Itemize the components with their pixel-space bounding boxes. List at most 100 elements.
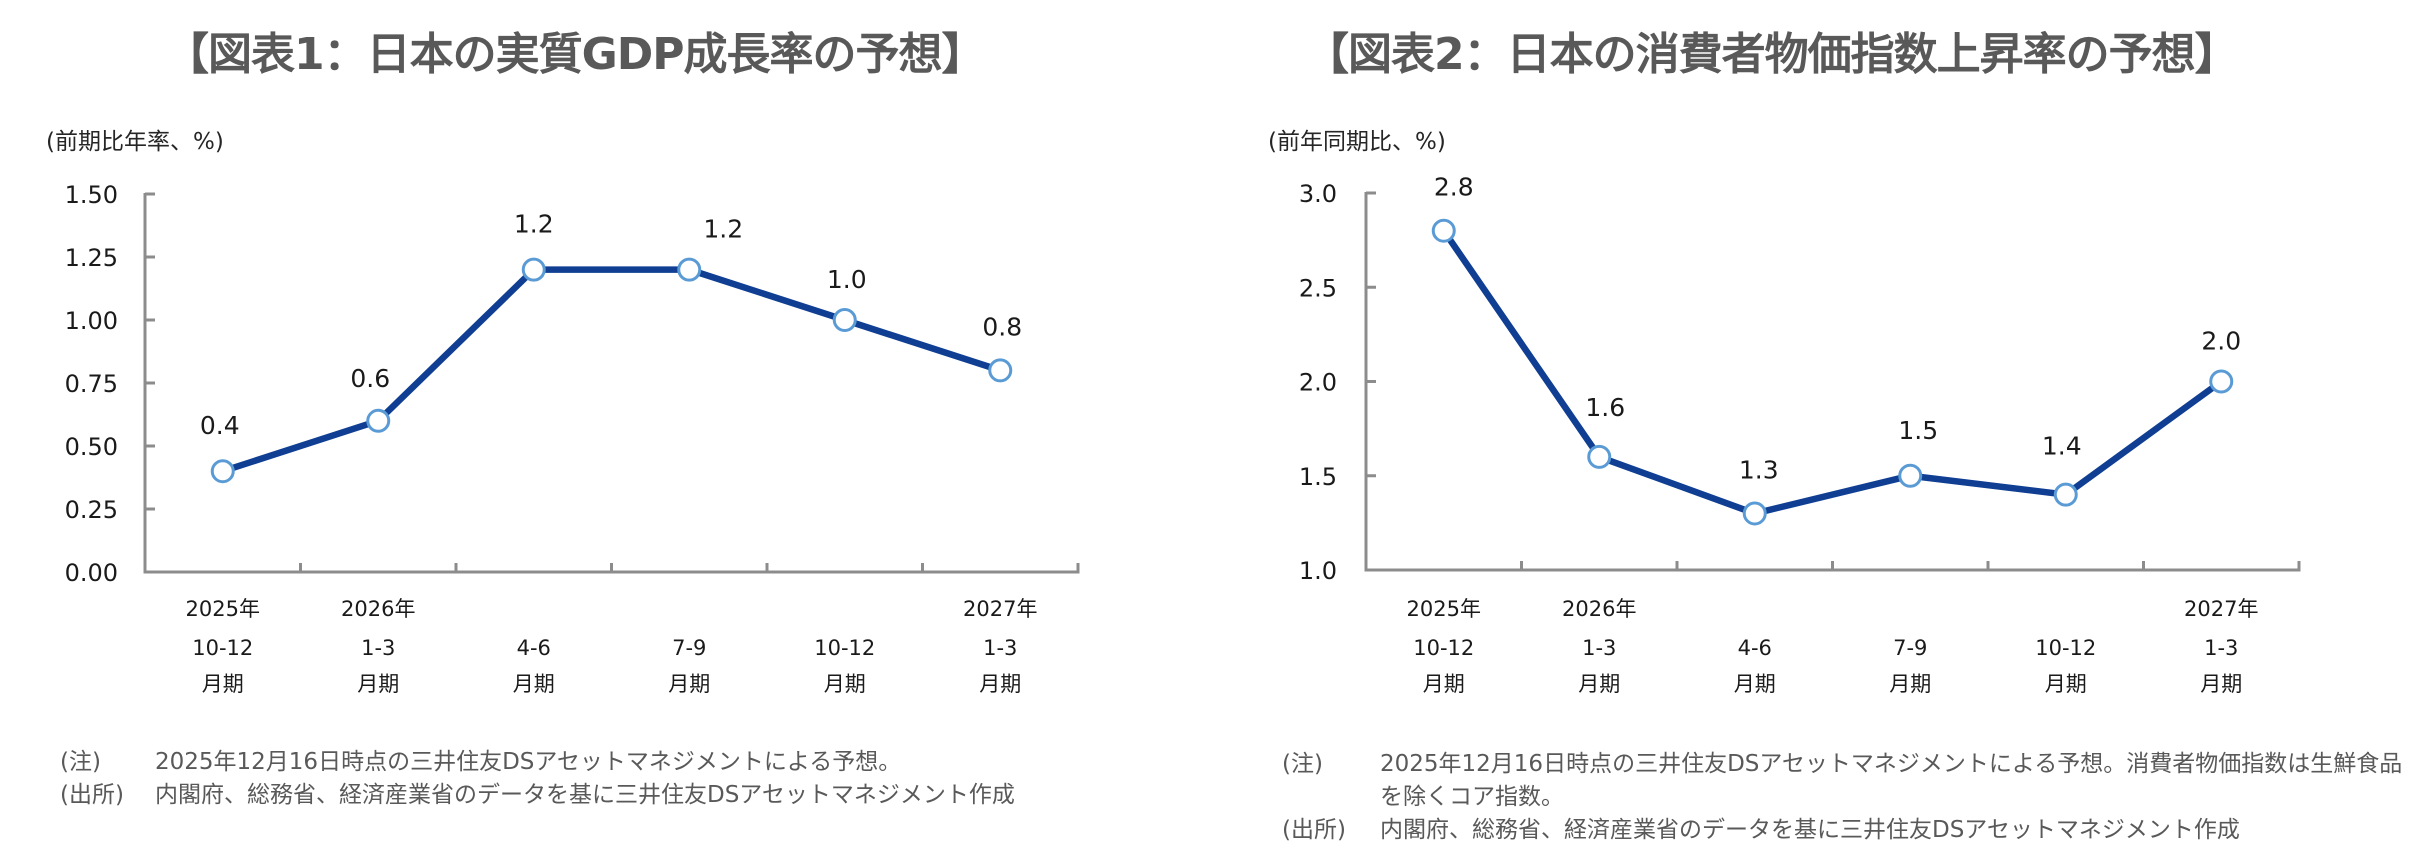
data-label: 0.6	[350, 364, 390, 393]
data-label: 0.8	[982, 312, 1022, 341]
note-key: (注)	[1282, 751, 1323, 777]
source-key: (出所)	[1282, 817, 1346, 843]
data-label: 1.5	[1898, 416, 1938, 445]
y-tick-label: 0.25	[65, 496, 118, 524]
x-label-suffix: 月期	[1578, 672, 1620, 696]
x-category-label: 4-6 月期	[513, 636, 555, 696]
note-row: (注) 2025年12月16日時点の三井住友DSアセットマネジメントによる予想。	[60, 746, 1210, 779]
x-category-label: 7-9 月期	[668, 636, 710, 696]
x-category-label: 2026年 1-3 月期	[1562, 597, 1636, 696]
series-line	[219, 266, 1004, 475]
note-row: (注) 2025年12月16日時点の三井住友DSアセットマネジメントによる予想。…	[1282, 748, 2422, 814]
note-key: (注)	[60, 749, 101, 775]
data-point-marker	[1431, 218, 1456, 243]
x-label-year: 2027年	[963, 597, 1037, 621]
chart-title: 【図表1：日本の実質GDP成長率の予想】	[165, 29, 986, 80]
x-label-suffix: 月期	[357, 672, 399, 696]
y-axis-unit-label: (前年同期比、%)	[1268, 129, 1446, 155]
x-label-period: 10-12	[2035, 636, 2096, 660]
note-text: 2025年12月16日時点の三井住友DSアセットマネジメントによる予想。	[155, 749, 902, 775]
y-tick-label: 2.5	[1299, 274, 1337, 302]
x-label-suffix: 月期	[2045, 672, 2087, 696]
y-tick-label: 1.50	[65, 181, 118, 209]
series-line	[1440, 227, 2225, 517]
x-category-label: 7-9 月期	[1889, 636, 1931, 696]
source-row: (出所) 内閣府、総務省、経済産業省のデータを基に三井住友DSアセットマネジメン…	[60, 779, 1210, 812]
data-point-marker	[832, 308, 857, 332]
y-tick-label: 1.00	[65, 307, 118, 335]
x-category-label: 10-12 月期	[2035, 636, 2096, 696]
data-point-marker	[988, 358, 1013, 383]
x-label-period: 10-12	[814, 636, 875, 660]
data-label: 1.3	[1739, 455, 1779, 484]
x-label-suffix: 月期	[2200, 672, 2242, 696]
data-label: 1.2	[703, 215, 743, 244]
chart-notes: (注) 2025年12月16日時点の三井住友DSアセットマネジメントによる予想。…	[60, 746, 1210, 812]
x-category-label: 2027年 1-3 月期	[963, 597, 1037, 696]
x-category-label: 2025年 10-12 月期	[1407, 597, 1481, 696]
data-point-marker	[210, 459, 235, 484]
data-label: 2.0	[2201, 327, 2241, 356]
y-tick-label: 0.50	[65, 433, 118, 461]
x-label-year: 2026年	[1562, 597, 1636, 621]
y-tick-label: 3.0	[1299, 180, 1337, 208]
x-label-period: 7-9	[672, 636, 706, 660]
x-label-suffix: 月期	[668, 672, 710, 696]
source-text: 内閣府、総務省、経済産業省のデータを基に三井住友DSアセットマネジメント作成	[1380, 817, 2240, 843]
x-label-suffix: 月期	[1734, 672, 1776, 696]
y-tick-label: 0.00	[65, 559, 118, 587]
x-category-label: 4-6 月期	[1734, 636, 1776, 696]
data-label: 1.6	[1585, 393, 1625, 422]
x-label-suffix: 月期	[979, 672, 1021, 696]
y-tick-label: 1.25	[65, 244, 118, 272]
source-text: 内閣府、総務省、経済産業省のデータを基に三井住友DSアセットマネジメント作成	[155, 782, 1015, 808]
y-tick-label: 0.75	[65, 370, 118, 398]
x-label-year: 2026年	[341, 597, 415, 621]
source-key: (出所)	[60, 782, 124, 808]
x-label-suffix: 月期	[1423, 672, 1465, 696]
data-label: 0.4	[200, 411, 240, 440]
x-category-label: 2026年 1-3 月期	[341, 597, 415, 696]
data-point-marker	[2209, 369, 2234, 394]
data-point-marker	[1898, 463, 1923, 488]
x-category-label: 10-12 月期	[814, 636, 875, 696]
data-label: 1.0	[827, 265, 867, 294]
data-point-marker	[366, 408, 391, 433]
x-label-period: 10-12	[1413, 636, 1474, 660]
chart-panel-cpi: 【図表2：日本の消費者物価指数上昇率の予想】 (前年同期比、%) 1.0 1.5 2…	[1216, 0, 2433, 861]
y-tick-label: 1.0	[1299, 557, 1337, 585]
y-axis-unit-label: (前期比年率、%)	[46, 129, 224, 155]
chart-panel-gdp: 【図表1：日本の実質GDP成長率の予想】 (前期比年率、%) 0.00 0.25 0…	[0, 0, 1216, 861]
y-tick-label: 2.0	[1299, 369, 1337, 397]
x-label-period: 7-9	[1893, 636, 1927, 660]
x-label-period: 4-6	[1738, 636, 1772, 660]
x-category-label: 2027年 1-3 月期	[2184, 597, 2258, 696]
x-label-suffix: 月期	[202, 672, 244, 696]
x-label-period: 1-3	[1582, 636, 1616, 660]
data-point-marker	[1587, 444, 1612, 469]
x-label-year: 2027年	[2184, 597, 2258, 621]
x-label-period: 1-3	[983, 636, 1017, 660]
line-chart-gdp: 0.00 0.25 0.50 0.75 1.00 1.25 1.50 2025年 10-12 月期…	[65, 181, 1080, 696]
x-label-suffix: 月期	[1889, 672, 1931, 696]
chart-title: 【図表2：日本の消費者物価指数上昇率の予想】	[1305, 29, 2239, 80]
chart-notes: (注) 2025年12月16日時点の三井住友DSアセットマネジメントによる予想。…	[1282, 748, 2422, 847]
x-label-period: 4-6	[517, 636, 551, 660]
data-point-marker	[521, 257, 546, 282]
note-text: 2025年12月16日時点の三井住友DSアセットマネジメントによる予想。消費者物…	[1380, 751, 2403, 810]
x-label-suffix: 月期	[513, 672, 555, 696]
x-label-period: 10-12	[192, 636, 253, 660]
x-label-suffix: 月期	[824, 672, 866, 696]
x-label-period: 1-3	[2204, 636, 2238, 660]
data-point-marker	[2053, 482, 2078, 507]
x-category-label: 2025年 10-12 月期	[186, 597, 260, 696]
x-label-year: 2025年	[1407, 597, 1481, 621]
data-label: 1.2	[514, 210, 554, 239]
x-label-period: 1-3	[361, 636, 395, 660]
data-point-marker	[1742, 501, 1767, 526]
source-row: (出所) 内閣府、総務省、経済産業省のデータを基に三井住友DSアセットマネジメン…	[1282, 814, 2422, 847]
data-point-marker	[677, 257, 702, 282]
y-tick-label: 1.5	[1299, 463, 1337, 491]
data-label: 1.4	[2042, 432, 2082, 461]
x-label-year: 2025年	[186, 597, 260, 621]
